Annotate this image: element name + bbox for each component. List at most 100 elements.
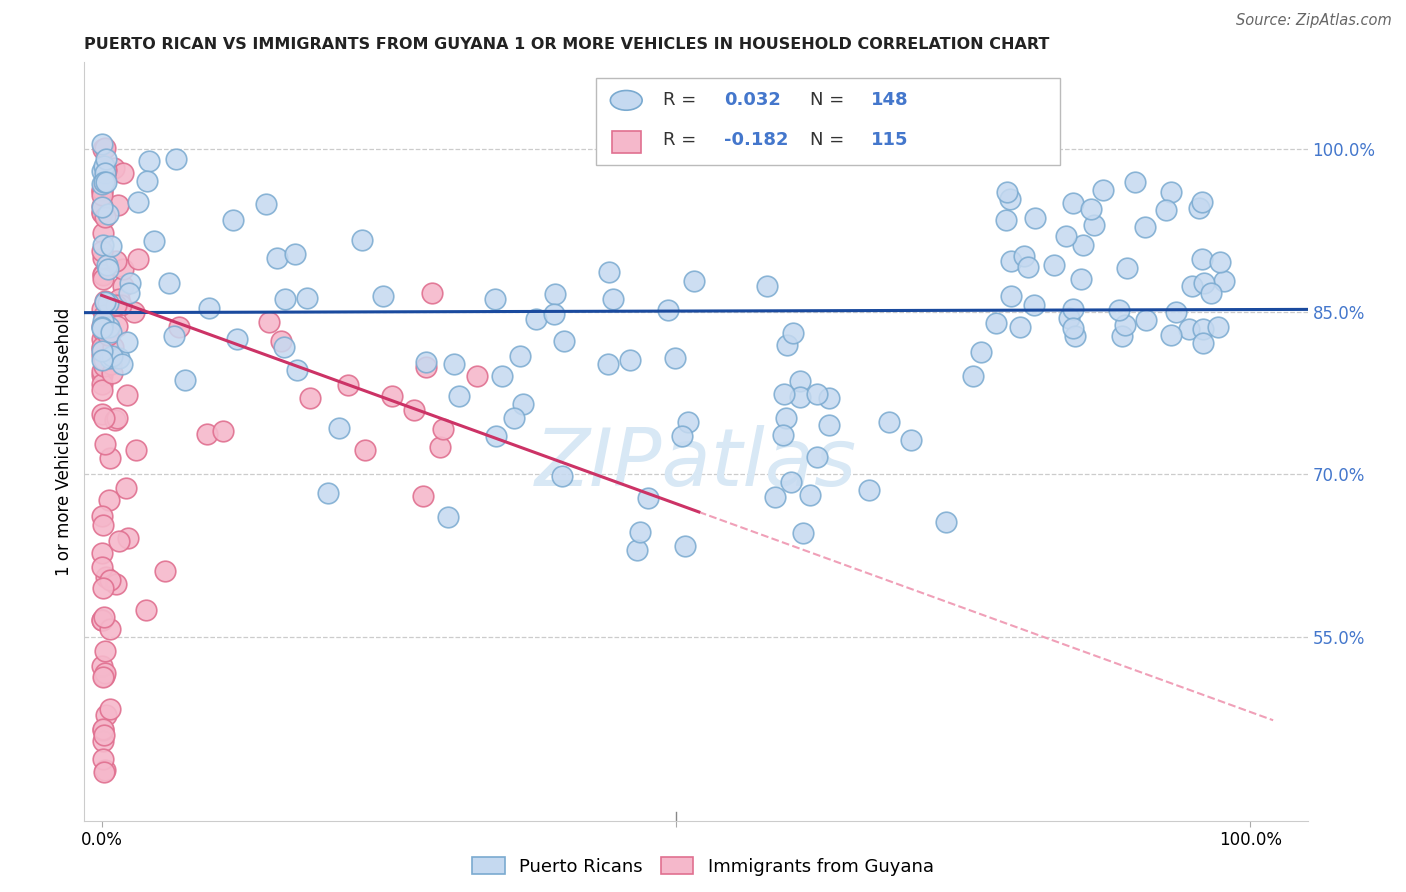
Point — [509, 349, 531, 363]
Point — [91, 670, 114, 684]
Point — [402, 402, 425, 417]
Point — [1135, 313, 1157, 327]
Point — [100, 357, 122, 371]
Point — [98, 573, 121, 587]
Point — [858, 483, 880, 497]
Point — [91, 267, 114, 281]
Point — [93, 175, 115, 189]
Point — [105, 297, 128, 311]
Point — [1080, 202, 1102, 216]
Point — [91, 200, 114, 214]
Legend: Puerto Ricans, Immigrants from Guyana: Puerto Ricans, Immigrants from Guyana — [465, 850, 941, 883]
Point — [98, 702, 121, 716]
Point — [135, 603, 157, 617]
Point — [97, 327, 120, 342]
Point — [94, 644, 117, 658]
Point — [90, 659, 112, 673]
Point — [107, 197, 129, 211]
Point — [90, 376, 112, 391]
Point — [90, 363, 112, 377]
Point — [673, 539, 696, 553]
Point — [1160, 328, 1182, 343]
Point — [1188, 202, 1211, 216]
Point — [100, 325, 122, 339]
Point — [112, 261, 135, 276]
Point — [108, 351, 131, 365]
Point — [90, 368, 112, 382]
Point — [512, 397, 534, 411]
Point — [432, 422, 454, 436]
Point — [91, 136, 114, 151]
Point — [789, 374, 811, 388]
Point — [97, 296, 120, 310]
Point — [98, 351, 121, 365]
Point — [90, 344, 112, 359]
Point — [1000, 288, 1022, 302]
Point — [485, 429, 508, 443]
Point — [94, 167, 117, 181]
Point — [1064, 329, 1087, 343]
Point — [328, 421, 350, 435]
Point — [91, 314, 114, 328]
Point — [1054, 229, 1077, 244]
Point — [412, 489, 434, 503]
Point — [115, 388, 138, 402]
Point — [295, 291, 318, 305]
Point — [90, 509, 112, 524]
Point — [817, 417, 839, 432]
Point — [995, 185, 1018, 199]
Point — [420, 285, 443, 300]
Point — [491, 368, 513, 383]
Point — [98, 623, 121, 637]
Point — [94, 152, 117, 166]
Point — [153, 564, 176, 578]
Point — [90, 353, 112, 368]
Point — [671, 429, 693, 443]
Point — [1178, 322, 1201, 336]
Point — [429, 440, 451, 454]
Text: N =: N = — [810, 91, 849, 110]
Point — [935, 515, 957, 529]
Point — [91, 206, 114, 220]
Point — [772, 386, 794, 401]
Point — [90, 199, 112, 213]
Point — [91, 251, 114, 265]
Y-axis label: 1 or more Vehicles in Household: 1 or more Vehicles in Household — [55, 308, 73, 575]
Point — [94, 171, 117, 186]
Point — [318, 485, 340, 500]
Text: N =: N = — [810, 131, 849, 149]
Point — [105, 319, 128, 334]
Point — [1166, 305, 1188, 319]
FancyBboxPatch shape — [596, 78, 1060, 165]
Point — [90, 348, 112, 362]
Point — [90, 339, 112, 353]
Point — [93, 669, 115, 683]
Point — [93, 728, 115, 742]
Point — [96, 258, 118, 272]
Point — [284, 247, 307, 261]
Point — [91, 342, 114, 356]
Point — [93, 352, 115, 367]
Point — [598, 358, 620, 372]
Point — [789, 390, 811, 404]
Point — [111, 166, 134, 180]
FancyBboxPatch shape — [612, 130, 641, 153]
Point — [90, 320, 112, 334]
Point — [93, 410, 115, 425]
Point — [118, 286, 141, 301]
Point — [135, 174, 157, 188]
Point — [91, 226, 114, 240]
Point — [1115, 260, 1137, 275]
Point — [1062, 302, 1084, 317]
Point — [1192, 277, 1215, 291]
Point — [657, 303, 679, 318]
Text: 115: 115 — [870, 131, 908, 149]
Point — [254, 196, 277, 211]
Point — [780, 475, 803, 489]
Point — [90, 560, 112, 574]
Point — [257, 315, 280, 329]
Point — [104, 254, 127, 268]
Point — [1024, 298, 1046, 312]
Point — [90, 332, 112, 346]
Point — [484, 292, 506, 306]
